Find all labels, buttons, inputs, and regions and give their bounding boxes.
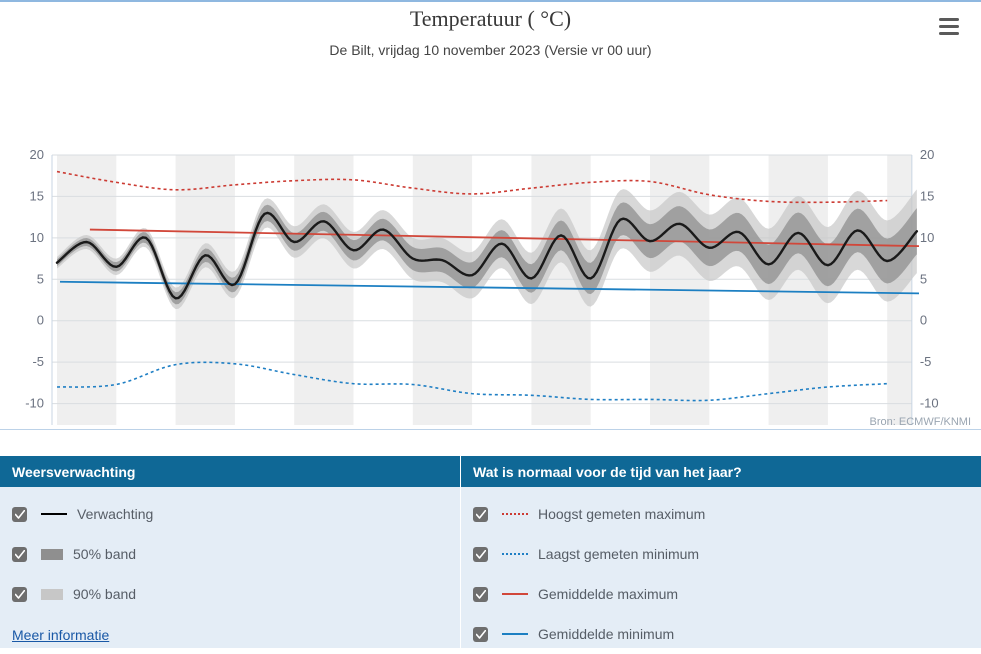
- svg-text:0: 0: [37, 313, 44, 328]
- svg-text:10: 10: [30, 230, 44, 245]
- svg-text:0: 0: [920, 313, 927, 328]
- svg-text:20: 20: [920, 147, 934, 162]
- svg-text:-10: -10: [920, 396, 939, 411]
- svg-text:-5: -5: [920, 354, 932, 369]
- svg-text:-5: -5: [32, 354, 44, 369]
- svg-text:15: 15: [30, 188, 44, 203]
- svg-text:5: 5: [37, 271, 44, 286]
- svg-text:15: 15: [920, 188, 934, 203]
- svg-text:10: 10: [920, 230, 934, 245]
- svg-text:-10: -10: [25, 396, 44, 411]
- svg-text:5: 5: [920, 271, 927, 286]
- svg-text:20: 20: [30, 147, 44, 162]
